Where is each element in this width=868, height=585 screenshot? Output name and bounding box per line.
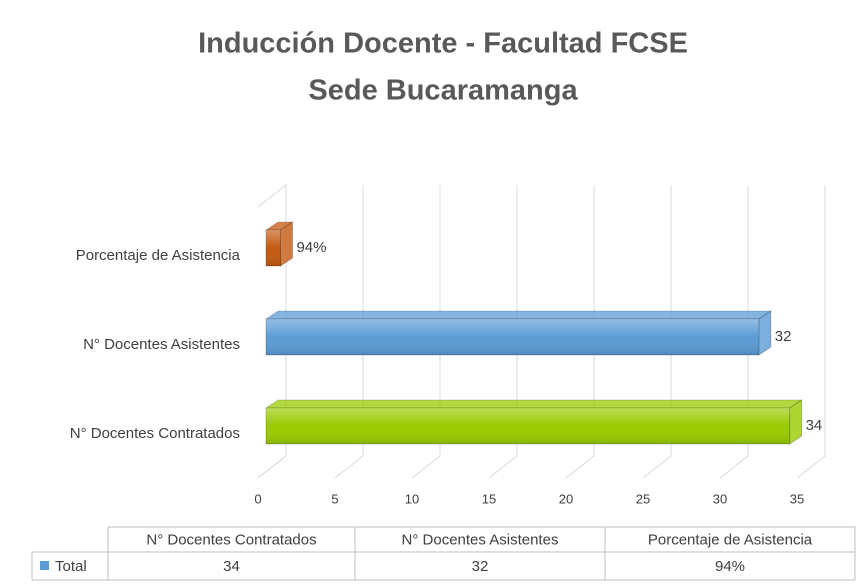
x-tick-label: 0 [254,491,261,506]
bar [264,310,773,356]
data-label: 94% [296,239,326,256]
table-header: N° Docentes Contratados [146,531,316,548]
category-label: Porcentaje de Asistencia [76,247,241,264]
legend-key [40,561,49,570]
bar [264,221,295,267]
table-cell: 32 [472,558,489,575]
grid-line [334,185,364,479]
bar-side [789,399,803,445]
table-cell: 94% [715,558,745,575]
bar-top [264,399,804,409]
bar-side [279,221,293,267]
category-label: N° Docentes Asistentes [83,336,240,353]
grid-line [719,185,749,479]
x-tick-label: 20 [559,491,573,506]
table-cell: 34 [223,558,240,575]
x-tick-label: 25 [636,491,650,506]
x-tick-label: 30 [713,491,727,506]
grid-line [411,185,441,479]
bar-shine [266,319,759,355]
bar [264,399,804,445]
table-header: N° Docentes Asistentes [402,531,559,548]
bar-side [758,310,772,356]
data-label: 34 [806,417,823,434]
x-tick-label: 35 [790,491,804,506]
bar-shine [266,408,790,444]
category-label: N° Docentes Contratados [70,425,240,442]
grid-line [565,185,595,479]
x-tick-label: 5 [331,491,338,506]
table-header: Porcentaje de Asistencia [648,531,813,548]
grid-line [257,185,287,479]
grid-line [796,185,826,479]
chart-subtitle: Sede Bucaramanga [308,75,578,107]
chart-title: Inducción Docente - Facultad FCSE [198,28,688,60]
x-tick-label: 10 [405,491,419,506]
legend-label: Total [55,558,87,575]
x-tick-label: 15 [482,491,496,506]
grid-line [488,185,518,479]
grid-line [642,185,672,479]
bar-shine [266,230,281,266]
bar-top [264,310,773,320]
data-label: 32 [775,328,792,345]
